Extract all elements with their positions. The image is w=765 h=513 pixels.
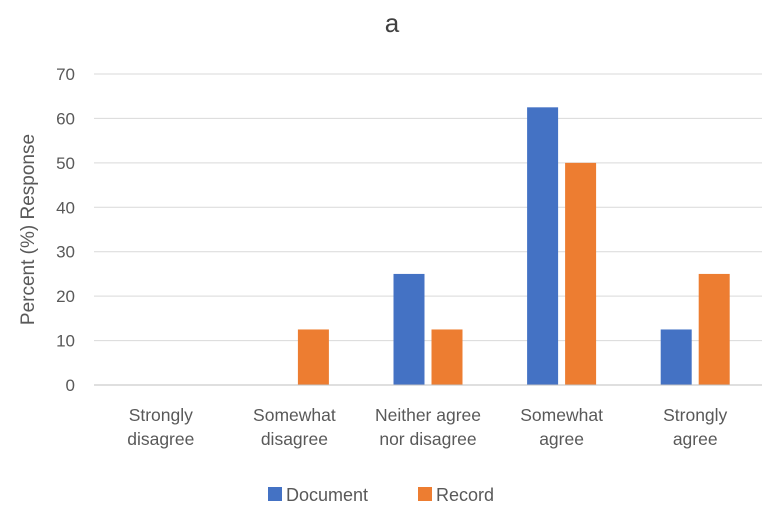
bar-record [431,329,463,385]
x-tick-label: disagree [261,429,328,449]
y-tick-label: 40 [56,198,75,217]
bars [297,107,730,386]
y-tick-label: 60 [56,109,75,128]
legend-label: Record [436,485,494,505]
legend-item-document: Document [268,485,368,505]
y-tick-label: 50 [56,154,75,173]
x-tick-label: Strongly [129,405,193,425]
x-tick-label: agree [539,429,584,449]
legend-swatch [268,487,282,501]
legend-item-record: Record [418,485,494,505]
bar-document [393,273,425,385]
bar-record [565,162,597,385]
x-axis-ticks: Strongly disagree Somewhat disagree Neither … [127,405,727,449]
y-tick-label: 30 [56,243,75,262]
x-tick-label: Somewhat [520,405,603,425]
x-tick-label: Somewhat [253,405,336,425]
legend-swatch [418,487,432,501]
x-tick-label: agree [673,429,718,449]
y-tick-label: 70 [56,65,75,84]
chart-title: a [385,8,400,38]
x-tick-label: nor disagree [379,429,476,449]
gridlines [94,73,762,342]
bar-document [660,329,692,385]
y-axis-ticks: 0 10 20 30 40 50 60 70 [56,65,75,395]
x-tick-label: Strongly [663,405,727,425]
y-tick-label: 20 [56,287,75,306]
x-tick-label: Neither agree [375,405,481,425]
legend-label: Document [286,485,368,505]
y-axis-label: Percent (%) Response [18,134,39,325]
bar-record [698,273,730,385]
y-tick-label: 0 [66,376,75,395]
y-tick-label: 10 [56,332,75,351]
x-tick-label: disagree [127,429,194,449]
legend: Document Record [268,485,494,505]
bar-record [297,329,329,385]
bar-document [527,107,559,386]
